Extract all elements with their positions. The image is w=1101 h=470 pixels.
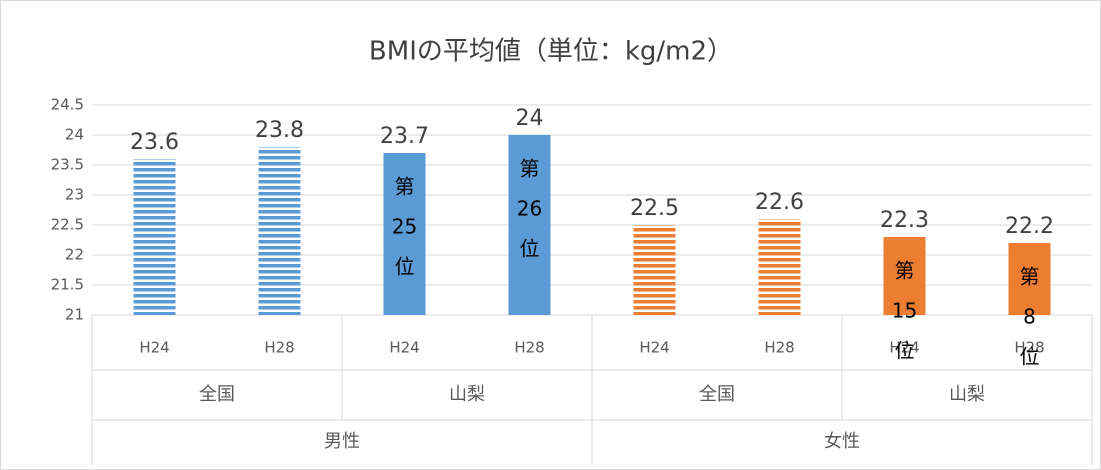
group-label: 山梨 bbox=[449, 384, 485, 405]
supergroup-label: 女性 bbox=[824, 431, 860, 452]
bar bbox=[258, 147, 301, 315]
x-tick-label: H28 bbox=[264, 339, 294, 357]
x-tick-label: H28 bbox=[764, 339, 794, 357]
x-tick-label: H24 bbox=[139, 339, 169, 357]
x-tick-label: H28 bbox=[514, 339, 544, 357]
bar-annotation: 位 bbox=[520, 237, 540, 261]
value-label: 22.2 bbox=[1005, 214, 1054, 239]
y-tick-label: 23.5 bbox=[51, 156, 84, 174]
value-label: 23.8 bbox=[255, 118, 304, 143]
bar-annotation: 位 bbox=[395, 255, 415, 279]
bar-annotation: 26 bbox=[517, 197, 542, 221]
bar-annotation: 第 bbox=[520, 157, 540, 181]
bar bbox=[1008, 243, 1051, 315]
y-tick-label: 22 bbox=[65, 246, 84, 264]
x-tick-label: H28 bbox=[1014, 339, 1044, 357]
value-label: 23.7 bbox=[380, 124, 429, 149]
value-label: 22.3 bbox=[880, 208, 929, 233]
y-tick-label: 22.5 bbox=[51, 216, 84, 234]
bar-annotation: 第 bbox=[895, 259, 915, 283]
bar-annotation: 25 bbox=[392, 215, 417, 239]
y-tick-label: 24.5 bbox=[51, 96, 84, 114]
bar-annotation: 位 bbox=[895, 339, 915, 363]
x-tick-label: H24 bbox=[389, 339, 419, 357]
group-label: 山梨 bbox=[949, 384, 985, 405]
bar-annotation: 8 bbox=[1023, 305, 1036, 329]
y-tick-label: 21 bbox=[65, 306, 84, 324]
supergroup-label: 男性 bbox=[324, 431, 360, 452]
group-label: 全国 bbox=[699, 384, 735, 405]
x-tick-label: H24 bbox=[889, 339, 919, 357]
value-label: 24 bbox=[516, 106, 544, 131]
bar bbox=[383, 153, 426, 315]
value-label: 23.6 bbox=[130, 130, 179, 155]
y-tick-label: 24 bbox=[65, 126, 84, 144]
y-tick-label: 21.5 bbox=[51, 276, 84, 294]
bar bbox=[633, 225, 676, 315]
y-tick-label: 23 bbox=[65, 186, 84, 204]
bar bbox=[883, 237, 926, 315]
bar bbox=[133, 159, 176, 315]
bar-annotation: 位 bbox=[1020, 345, 1040, 369]
bar bbox=[758, 219, 801, 315]
bar-annotation: 15 bbox=[892, 299, 917, 323]
x-tick-label: H24 bbox=[639, 339, 669, 357]
bar-annotation: 第 bbox=[1020, 265, 1040, 289]
value-label: 22.6 bbox=[755, 190, 804, 215]
value-label: 22.5 bbox=[630, 196, 679, 221]
bar-annotation: 第 bbox=[395, 175, 415, 199]
chart-title: BMIの平均値（単位：kg/m2） bbox=[369, 37, 733, 67]
bar bbox=[508, 135, 551, 315]
group-label: 全国 bbox=[199, 384, 235, 405]
